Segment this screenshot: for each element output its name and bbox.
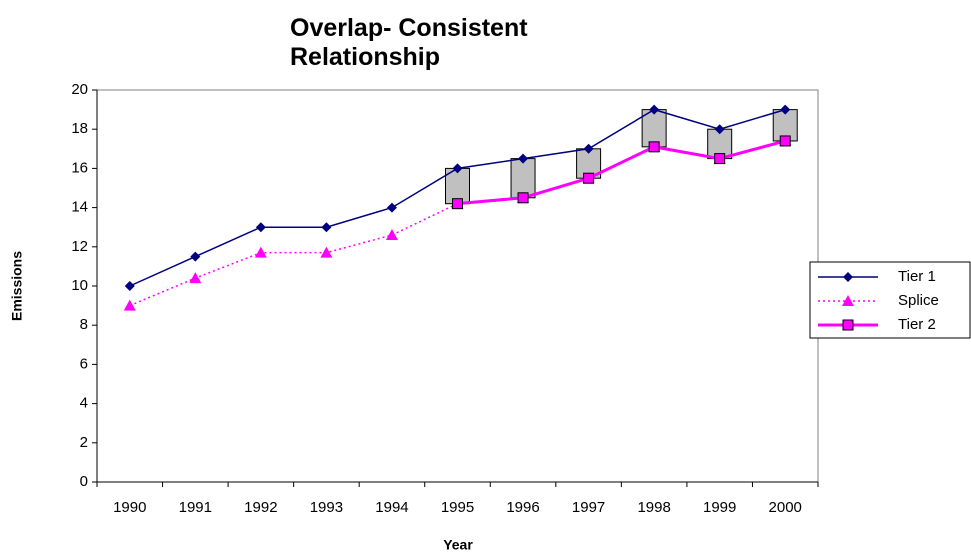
point	[189, 272, 202, 284]
point	[452, 163, 463, 174]
point	[648, 141, 660, 153]
x-tick-label: 1991	[179, 499, 212, 516]
y-tick-label: 10	[71, 277, 88, 294]
y-tick-label: 20	[71, 81, 88, 98]
legend-label: Tier 2	[898, 316, 936, 333]
y-tick-label: 6	[80, 355, 88, 372]
series-line	[457, 139, 786, 206]
point	[714, 153, 726, 165]
y-tick-label: 4	[80, 395, 88, 412]
y-tick-label: 12	[71, 238, 88, 255]
point	[780, 104, 791, 115]
point	[124, 281, 135, 291]
overlap-box	[641, 109, 667, 148]
x-tick-label: 1993	[310, 499, 343, 516]
x-tick-label: 1997	[572, 499, 605, 516]
x-tick-label: 1996	[506, 499, 539, 516]
point	[518, 153, 529, 164]
x-tick-label: 1998	[637, 499, 670, 516]
y-tick-label: 14	[71, 199, 88, 216]
x-tick-label: 1994	[375, 499, 408, 516]
point	[321, 222, 332, 233]
point	[255, 222, 266, 233]
x-tick-label: 1999	[703, 499, 736, 516]
y-tick-label: 0	[80, 473, 88, 490]
legend-marker	[843, 272, 853, 282]
point	[386, 202, 397, 213]
point	[714, 124, 725, 135]
legend-box	[809, 261, 971, 339]
point	[779, 135, 791, 147]
x-tick-label: 1995	[441, 499, 474, 516]
point	[123, 299, 136, 311]
y-tick-label: 2	[80, 434, 88, 451]
point	[385, 229, 398, 241]
y-tick-label: 8	[80, 316, 88, 333]
x-tick-label: 1992	[244, 499, 277, 516]
point	[254, 246, 267, 258]
x-tick-label: 1990	[113, 499, 146, 516]
point	[583, 143, 594, 154]
legend-label: Splice	[898, 292, 939, 309]
y-axis-label: Emissions	[9, 251, 25, 321]
point	[190, 251, 201, 262]
point	[452, 198, 463, 210]
x-tick-label: 2000	[769, 499, 802, 516]
point	[649, 104, 660, 115]
legend-label: Tier 1	[898, 268, 936, 285]
y-tick-label: 18	[71, 120, 88, 137]
y-tick-label: 16	[71, 159, 88, 176]
point	[583, 172, 595, 184]
legend-marker	[842, 295, 854, 306]
chart-title: Overlap- Consistent Relationship	[290, 14, 528, 71]
point	[320, 246, 333, 258]
point	[517, 192, 529, 204]
x-axis-label: Year	[443, 537, 473, 553]
legend-marker	[842, 319, 854, 331]
